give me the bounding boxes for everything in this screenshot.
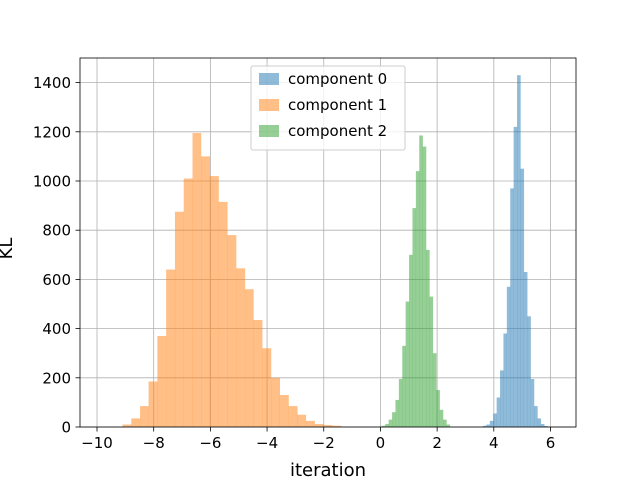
histogram-bar-component-2 (385, 424, 389, 427)
histogram-bar-component-2 (395, 399, 400, 427)
histogram-bar-component-1 (262, 348, 272, 427)
histogram-bar-component-0 (544, 426, 548, 427)
histogram-bar-component-2 (405, 301, 410, 427)
histogram-bar-component-0 (530, 379, 535, 427)
histogram-bar-component-1 (279, 395, 289, 427)
histogram-bar-component-0 (510, 188, 514, 427)
histogram-bar-component-1 (323, 425, 333, 427)
histogram-bar-component-1 (192, 133, 202, 427)
histogram-bar-component-1 (218, 201, 228, 427)
histogram-bar-component-2 (392, 412, 396, 427)
x-tick-label: −4 (256, 434, 278, 452)
x-tick-label: 6 (546, 434, 556, 452)
histogram-bars (122, 75, 548, 428)
histogram-bar-component-2 (432, 353, 437, 427)
histogram-bar-component-1 (305, 420, 315, 427)
histogram-bar-component-1 (183, 178, 193, 427)
histogram-bar-component-1 (131, 418, 141, 427)
histogram-bar-component-2 (412, 208, 417, 427)
histogram-bar-component-0 (520, 168, 525, 427)
legend-box (250, 65, 406, 151)
histogram-bar-component-0 (489, 420, 494, 427)
histogram-bar-component-1 (236, 268, 246, 427)
histogram-bar-component-0 (523, 272, 528, 427)
histogram-bar-component-0 (493, 413, 497, 427)
histogram-bar-component-2 (429, 296, 434, 427)
histogram-bar-component-2 (398, 379, 403, 427)
histogram-bar-component-0 (534, 406, 538, 427)
x-tick-label: 2 (432, 434, 442, 452)
x-tick-label: −10 (81, 434, 113, 452)
y-tick-label: 800 (42, 222, 71, 240)
histogram-bar-component-1 (122, 424, 132, 427)
legend: component 0 component 1 component 2 (250, 65, 406, 151)
histogram-bar-component-1 (253, 319, 263, 427)
histogram-bar-component-1 (148, 381, 158, 427)
histogram-bar-component-1 (332, 425, 342, 427)
axes (79, 57, 577, 428)
histogram-bar-component-1 (314, 424, 324, 427)
ticks: −10 −8 −6 −4 −2 0 2 4 6 0 200 400 600 800 1000 1200 1400 (33, 74, 555, 452)
histogram-bar-component-1 (227, 235, 237, 427)
y-tick-label: 200 (42, 369, 71, 387)
plot-frame (79, 57, 577, 428)
x-tick-label: 4 (489, 434, 499, 452)
histogram-bar-component-2 (415, 171, 420, 427)
histogram-bar-component-2 (422, 146, 427, 427)
x-tick-label: −8 (143, 434, 165, 452)
y-tick-label: 0 (61, 419, 71, 437)
y-tick-label: 1200 (33, 123, 71, 141)
histogram-bar-component-0 (503, 333, 508, 427)
histogram-bar-component-2 (381, 425, 386, 427)
y-tick-label: 400 (42, 320, 71, 338)
histogram-bar-component-0 (537, 418, 542, 427)
x-tick-label: −6 (199, 434, 221, 452)
y-axis-label: KL (0, 238, 17, 260)
histogram-bar-component-0 (540, 424, 545, 427)
histogram-bar-component-1 (201, 156, 211, 427)
histogram-bar-component-2 (388, 419, 393, 427)
histogram-bar-component-1 (157, 335, 167, 427)
y-tick-label: 1400 (33, 74, 71, 92)
histogram-bar-component-1 (271, 377, 281, 427)
histogram-bar-component-2 (436, 390, 440, 427)
histogram-bar-component-2 (443, 419, 447, 427)
histogram-bar-component-1 (174, 211, 184, 427)
x-tick-label: 0 (376, 434, 386, 452)
histogram-bar-component-2 (409, 254, 413, 427)
legend-label: component 0 (288, 70, 387, 88)
histogram-bar-component-2 (426, 249, 430, 427)
histogram-bar-component-0 (527, 316, 531, 427)
histogram-bar-component-1 (288, 406, 298, 427)
histogram-bar-component-0 (513, 126, 518, 427)
legend-label: component 1 (288, 96, 387, 114)
histogram-bar-component-1 (140, 406, 149, 427)
legend-swatch (259, 73, 279, 85)
histogram-bar-component-1 (297, 414, 307, 427)
histogram-bar-component-0 (496, 397, 501, 427)
histogram-bar-component-1 (166, 269, 176, 427)
y-tick-label: 600 (42, 271, 71, 289)
legend-label: component 2 (288, 122, 387, 140)
histogram-bar-component-2 (402, 345, 406, 427)
histogram-bar-component-1 (244, 289, 254, 427)
histogram-bar-component-0 (517, 75, 521, 427)
x-axis-label: iteration (290, 460, 366, 480)
legend-swatch (259, 99, 279, 111)
y-tick-label: 1000 (33, 173, 71, 191)
histogram-bar-component-2 (439, 409, 444, 427)
x-tick-label: −2 (313, 434, 335, 452)
histogram-bar-component-0 (483, 425, 487, 427)
histogram-bar-component-2 (446, 424, 451, 427)
histogram-bar-component-1 (209, 176, 219, 427)
histogram-bar-component-0 (506, 286, 511, 427)
histogram-bar-component-0 (486, 424, 491, 427)
histogram-bar-component-0 (500, 370, 504, 427)
histogram-bar-component-2 (419, 135, 423, 428)
legend-swatch (259, 125, 279, 137)
